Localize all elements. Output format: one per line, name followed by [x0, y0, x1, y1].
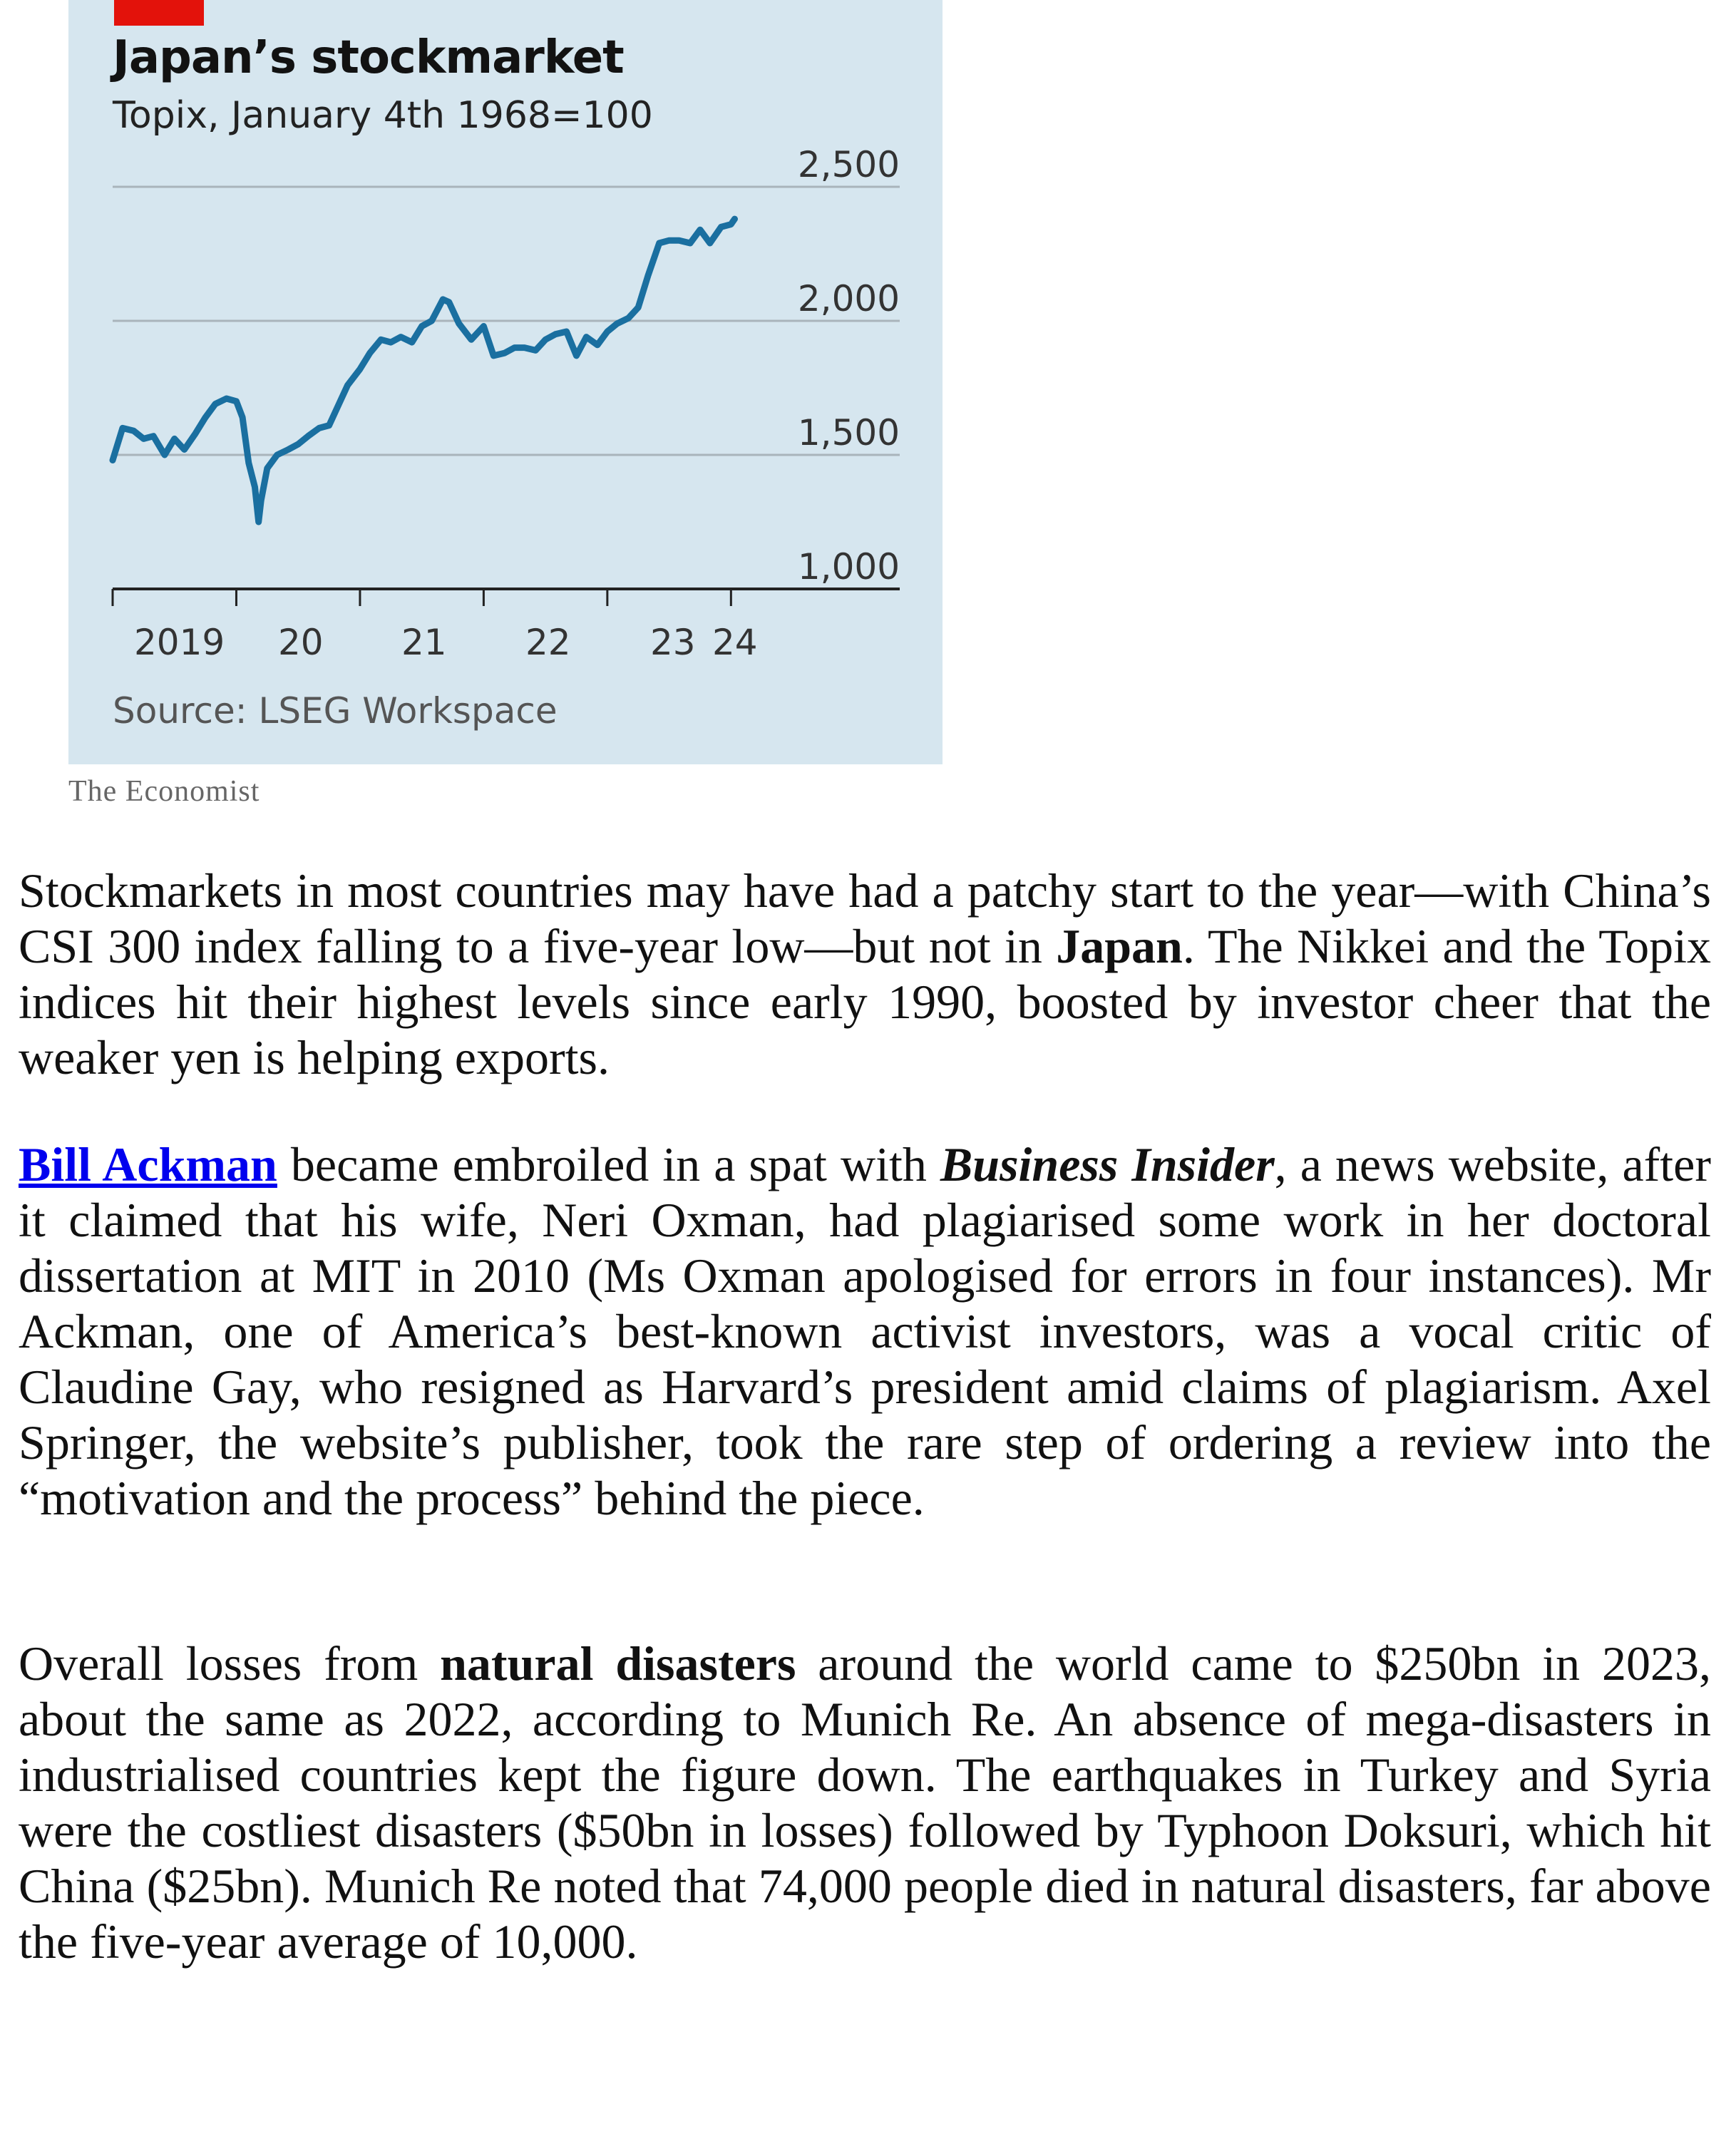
topix-line	[109, 215, 738, 525]
x-tick-label: 2019	[134, 622, 225, 663]
chart-plot: 2,500 2,000 1,500 1,000 2019 20 21 22 23 24	[109, 144, 900, 663]
text-run: , a news website, after it claimed that …	[19, 1137, 1711, 1525]
y-tick-label: 2,500	[798, 144, 900, 185]
x-tick-label: 21	[401, 622, 447, 663]
paragraph-disasters: Overall losses from natural disasters ar…	[19, 1636, 1711, 1969]
y-tick-label: 1,500	[798, 412, 900, 453]
text-run: Business Insider	[940, 1137, 1275, 1191]
brand-credit: The Economist	[68, 775, 260, 808]
economist-red-tag	[114, 0, 204, 26]
text-run: around the world came to $250bn in 2023,…	[19, 1636, 1712, 1969]
text-run: became embroiled in a spat with	[277, 1137, 940, 1191]
x-tick-label: 20	[278, 622, 324, 663]
chart-subtitle: Topix, January 4th 1968=100	[113, 94, 653, 137]
text-run: Stockmarkets in most countries may have …	[19, 863, 1711, 973]
y-tick-label: 1,000	[798, 546, 900, 588]
chart-panel	[68, 0, 943, 764]
chart-title: Japan’s stockmarket	[113, 31, 625, 84]
text-run: Japan	[1056, 919, 1183, 973]
chart-source: Source: LSEG Workspace	[113, 690, 558, 732]
article-link[interactable]: Bill Ackman	[19, 1137, 277, 1191]
paragraph-japan: Stockmarkets in most countries may have …	[19, 863, 1711, 1085]
x-tick-label: 22	[525, 622, 571, 663]
text-run: . The Nikkei and the Topix indices hit t…	[19, 919, 1711, 1084]
y-tick-label: 2,000	[798, 278, 900, 319]
text-run: natural disasters	[440, 1636, 796, 1691]
x-tick-label: 24	[712, 622, 758, 663]
text-run: Overall losses from	[19, 1636, 441, 1691]
paragraph-ackman: Bill Ackman became embroiled in a spat w…	[19, 1137, 1711, 1526]
x-tick-label: 23	[650, 622, 696, 663]
